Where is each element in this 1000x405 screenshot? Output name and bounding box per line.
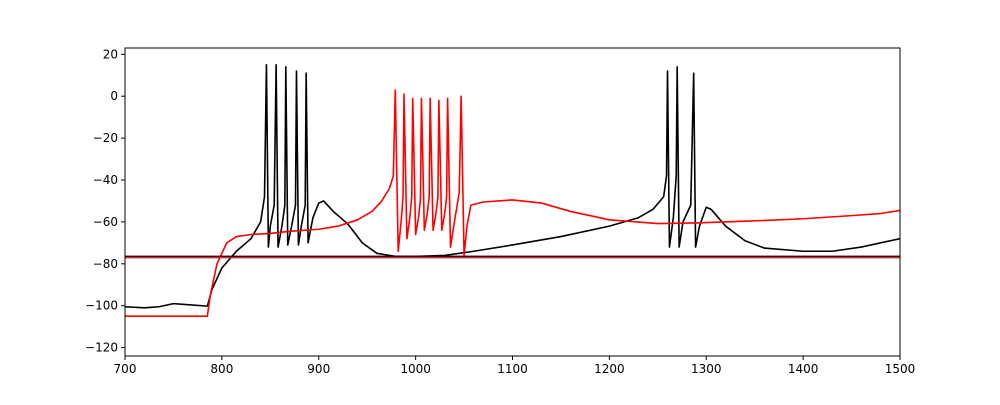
y-tick-label: −120 bbox=[85, 341, 118, 355]
y-tick-label: −60 bbox=[93, 215, 118, 229]
x-tick-label: 800 bbox=[210, 362, 233, 376]
x-tick-label: 1000 bbox=[400, 362, 431, 376]
axes-layer: 700 800 900 1000 1100 1200 1300 1400 1500 −120 −10… bbox=[85, 47, 915, 376]
traces-layer bbox=[125, 63, 900, 317]
y-tick-label: −100 bbox=[85, 299, 118, 313]
x-tick-label: 1300 bbox=[691, 362, 722, 376]
y-tick-label: 20 bbox=[103, 47, 118, 61]
series-line-black bbox=[125, 63, 900, 309]
series-line-red bbox=[125, 89, 900, 317]
y-tick-label: 0 bbox=[110, 89, 118, 103]
x-tick-label: 1400 bbox=[788, 362, 819, 376]
y-tick-label: −20 bbox=[93, 131, 118, 145]
plot-frame bbox=[124, 47, 901, 357]
x-tick-label: 1500 bbox=[885, 362, 916, 376]
x-tick-label: 900 bbox=[307, 362, 330, 376]
x-tick-label: 1100 bbox=[497, 362, 528, 376]
x-tick-label: 1200 bbox=[594, 362, 625, 376]
x-tick-label: 700 bbox=[114, 362, 137, 376]
y-tick-label: −80 bbox=[93, 257, 118, 271]
reference-lines-layer bbox=[125, 255, 900, 259]
y-tick-label: −40 bbox=[93, 173, 118, 187]
